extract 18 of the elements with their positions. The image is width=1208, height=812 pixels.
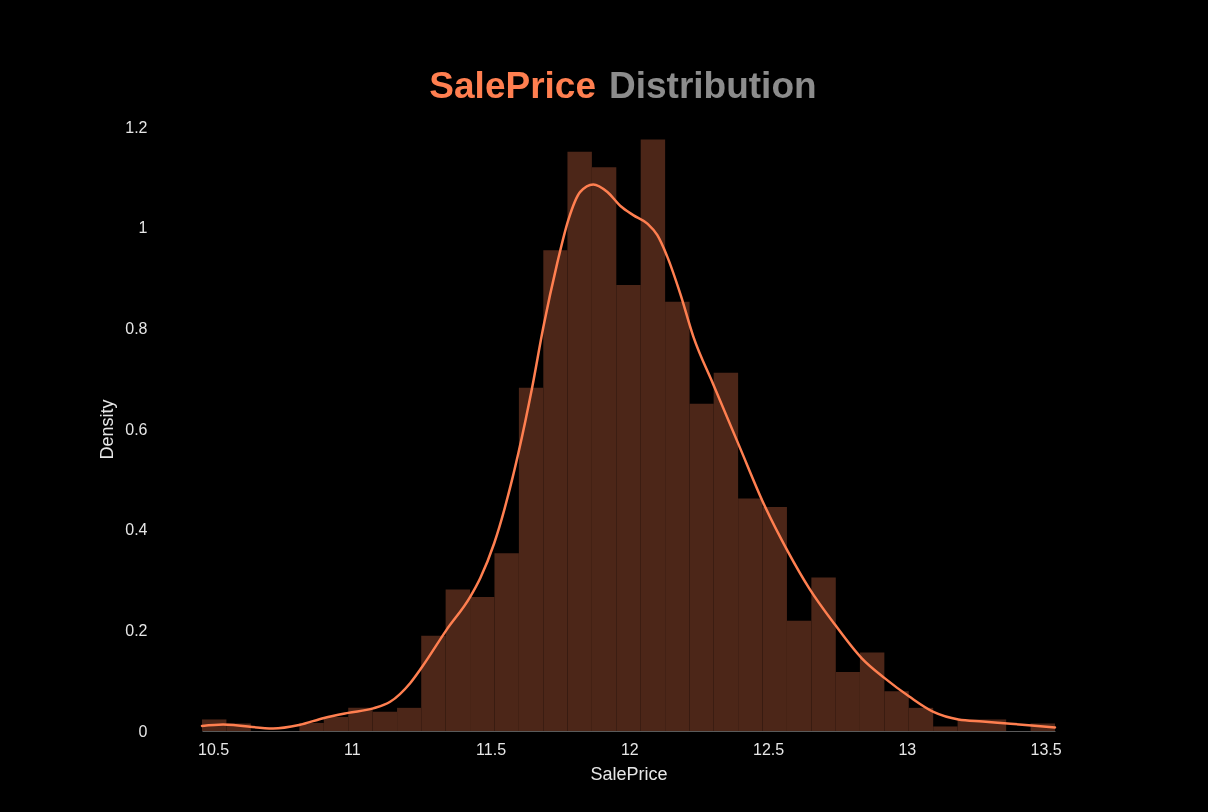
y-tick-label: 0.2 xyxy=(125,621,148,639)
x-axis-title: SalePrice xyxy=(590,763,668,784)
x-tick-label: 13.5 xyxy=(1030,740,1062,758)
line-series xyxy=(200,183,1057,730)
x-tick-label: 11.5 xyxy=(476,740,507,758)
y-tick-label: 0.8 xyxy=(125,319,148,337)
x-tick-label: 10.5 xyxy=(198,740,230,758)
y-tick-label: 1 xyxy=(138,219,148,237)
y-tick-label: 0.6 xyxy=(125,420,148,438)
x-tick-label: 12 xyxy=(620,740,639,758)
y-tick-label: 0 xyxy=(138,722,148,740)
y-axis-title: Density xyxy=(97,399,118,460)
x-tick-label: 13 xyxy=(898,740,917,758)
x-tick-label: 11 xyxy=(344,740,361,758)
chart-title: SalePrice Distribution xyxy=(429,65,817,106)
y-tick-label: 1.2 xyxy=(125,118,148,136)
y-tick-label: 0.4 xyxy=(125,521,148,539)
x-tick-label: 12.5 xyxy=(753,740,785,758)
